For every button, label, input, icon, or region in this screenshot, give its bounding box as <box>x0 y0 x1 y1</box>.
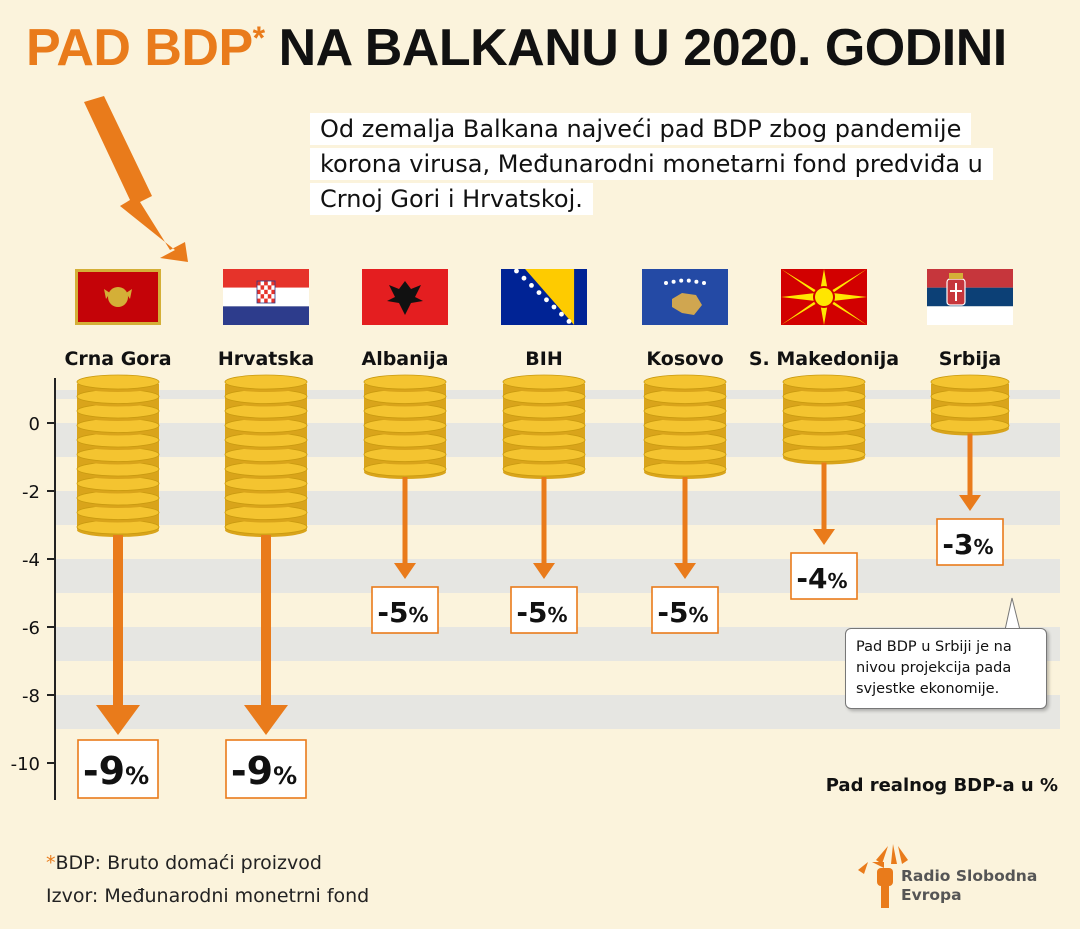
value-arrow <box>244 535 288 735</box>
title-asterisk: * <box>252 20 265 56</box>
category-label: Hrvatska <box>218 348 314 370</box>
north-macedonia-flag-icon <box>781 269 867 325</box>
lightning-arrow-icon <box>84 96 188 262</box>
note-pointer <box>1004 597 1021 631</box>
value-label-text: -9% <box>231 749 297 793</box>
coin-stack-bar <box>76 374 160 537</box>
coin-stack-bar <box>502 374 586 479</box>
flags-row <box>75 268 1013 325</box>
rse-logo-icon <box>858 844 908 908</box>
y-tick-label: -6 <box>22 618 40 639</box>
value-label-text: -5% <box>516 596 567 629</box>
bars: -9% -9% -5% -5% -5% -4% -3% <box>76 374 1010 799</box>
value-arrow <box>96 535 140 735</box>
value-label-text: -5% <box>377 596 428 629</box>
coin-stack-bar <box>643 374 727 479</box>
coin-stack-bar <box>363 374 447 479</box>
intro-text: Od zemalja Balkana najveći pad BDP zbog … <box>310 112 1000 217</box>
albania-flag-icon <box>362 269 448 325</box>
value-label: -3% <box>936 518 1004 566</box>
category-label: Kosovo <box>646 348 723 370</box>
page-title: PAD BDP* NA BALKANU U 2020. GODINI <box>26 18 1007 78</box>
montenegro-flag-icon <box>75 269 161 325</box>
title-rest: NA BALKANU U 2020. GODINI <box>278 19 1008 77</box>
value-arrow <box>959 433 981 511</box>
value-label-text: -9% <box>83 749 149 793</box>
value-label-text: -5% <box>657 596 708 629</box>
y-tick-label: -8 <box>22 686 40 707</box>
value-arrow <box>394 477 416 579</box>
category-label: Crna Gora <box>64 348 171 370</box>
coin-stack-bar <box>782 374 866 465</box>
value-label-text: -4% <box>796 562 847 595</box>
category-label: BIH <box>525 348 562 370</box>
value-label: -5% <box>651 586 719 634</box>
footnote-bdp: *BDP: Bruto domaći proizvod <box>46 852 322 874</box>
y-tick-label: -10 <box>11 754 40 775</box>
value-arrow <box>813 462 835 545</box>
category-label: S. Makedonija <box>749 348 899 370</box>
serbia-flag-icon <box>927 269 1013 325</box>
value-label-text: -3% <box>942 528 993 561</box>
value-arrow <box>533 477 555 579</box>
serbia-note: Pad BDP u Srbiji je na nivou projekcija … <box>845 628 1047 709</box>
value-label: -5% <box>371 586 439 634</box>
category-label: Albanija <box>361 348 448 370</box>
kosovo-flag-icon <box>642 269 728 325</box>
title-accent: PAD BDP <box>26 19 253 77</box>
footnote-source: Izvor: Međunarodni monetrni fond <box>46 885 370 907</box>
bosnia-flag-icon <box>501 268 587 325</box>
coin-stack-bar <box>224 374 308 537</box>
croatia-flag-icon <box>223 269 309 325</box>
y-tick-label: -2 <box>22 482 40 503</box>
category-labels: Crna Gora Hrvatska Albanija BIH Kosovo S. Mak… <box>64 348 1001 370</box>
value-label: -4% <box>790 552 858 600</box>
grid-band <box>55 491 1060 525</box>
category-label: Srbija <box>939 348 1002 370</box>
value-label: -9% <box>77 739 159 799</box>
coin-stack-bar <box>930 374 1010 436</box>
x-axis-label: Pad realnog BDP-a u % <box>825 775 1058 796</box>
value-label: -5% <box>510 586 578 634</box>
y-tick-label: 0 <box>29 414 40 435</box>
y-tick-label: -4 <box>22 550 40 571</box>
value-arrow <box>674 477 696 579</box>
value-label: -9% <box>225 739 307 799</box>
logo-text: Radio Slobodna Evropa <box>901 867 1038 904</box>
y-axis: 0 -2 -4 -6 -8 -10 <box>11 378 56 800</box>
